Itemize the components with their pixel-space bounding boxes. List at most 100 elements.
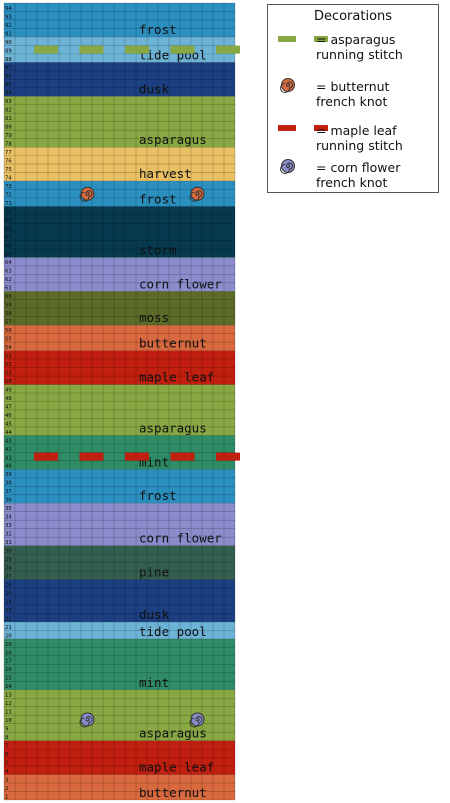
running-stitch-asparagus (125, 45, 149, 54)
legend-stitch-swatch (314, 36, 328, 42)
row-number: 38 (5, 481, 12, 487)
band-frost (4, 469, 235, 504)
row-number: 83 (5, 99, 12, 105)
row-number: 20 (5, 633, 12, 639)
row-number: 2 (5, 786, 8, 792)
band-label-harvest: harvest (139, 166, 192, 181)
row-number: 11 (5, 710, 12, 716)
row-number: 29 (5, 557, 12, 563)
row-number: 49 (5, 387, 12, 393)
row-number: 50 (5, 379, 12, 385)
row-number: 52 (5, 362, 12, 368)
band-label-butternut: butternut (139, 785, 207, 800)
running-stitch-maple-leaf (216, 452, 240, 461)
row-number: 87 (5, 65, 12, 71)
row-number: 14 (5, 684, 12, 690)
band-label-maple-leaf: maple leaf (139, 370, 214, 385)
row-number: 16 (5, 667, 12, 673)
running-stitch-maple-leaf (125, 452, 149, 461)
band-label-butternut: butternut (139, 336, 207, 351)
row-number: 63 (5, 269, 12, 275)
row-number: 43 (5, 438, 12, 444)
row-number: 84 (5, 91, 12, 97)
band-label-maple-leaf: maple leaf (139, 760, 214, 775)
legend-stitch-swatch (278, 125, 296, 131)
row-number: 60 (5, 294, 12, 300)
band-storm (4, 206, 235, 258)
row-number: 61 (5, 286, 12, 292)
row-number: 70 (5, 209, 12, 215)
row-number: 53 (5, 354, 12, 360)
row-number: 65 (5, 252, 12, 258)
row-number: 90 (5, 40, 12, 46)
row-number: 25 (5, 591, 12, 597)
row-number: 21 (5, 625, 12, 631)
row-number: 91 (5, 31, 12, 37)
band-label-asparagus: asparagus (139, 726, 207, 741)
legend-stitch-swatch (278, 36, 296, 42)
band-butternut (4, 325, 235, 351)
band-frost (4, 3, 235, 37)
row-number: 62 (5, 277, 12, 283)
row-number: 47 (5, 404, 12, 410)
row-number: 45 (5, 421, 12, 427)
row-number: 67 (5, 235, 12, 241)
row-number: 40 (5, 464, 12, 470)
decorations-legend: Decorations = asparagus running stitch =… (267, 4, 439, 193)
running-stitch-asparagus (216, 45, 240, 54)
running-stitch-maple-leaf (34, 452, 58, 461)
row-number: 5 (5, 760, 8, 766)
band-label-frost: frost (139, 488, 177, 503)
row-number: 10 (5, 718, 12, 724)
row-number: 51 (5, 370, 12, 376)
row-number: 41 (5, 455, 12, 461)
row-number: 82 (5, 108, 12, 114)
row-number: 57 (5, 320, 12, 326)
row-number: 73 (5, 184, 12, 190)
row-number: 48 (5, 396, 12, 402)
row-number: 89 (5, 48, 12, 54)
band-label-mint: mint (139, 675, 169, 690)
row-number: 26 (5, 582, 12, 588)
row-number: 1 (5, 794, 8, 800)
running-stitch-asparagus (79, 45, 104, 54)
row-number: 93 (5, 14, 12, 20)
legend-label-asparagus-stitch: = asparagus running stitch (316, 32, 403, 62)
row-number: 34 (5, 515, 12, 521)
row-number: 86 (5, 74, 12, 80)
row-number: 72 (5, 192, 12, 198)
legend-label-cornflower-knot: = corn flower french knot (316, 160, 401, 190)
row-number: 75 (5, 167, 12, 173)
french-knot-butternut (79, 186, 95, 202)
french-knot-corn-flower (79, 712, 95, 728)
legend-title: Decorations (313, 9, 393, 24)
band-tide-pool (4, 621, 235, 639)
running-stitch-maple-leaf (170, 452, 195, 461)
row-number: 12 (5, 701, 12, 707)
row-number: 76 (5, 158, 12, 164)
band-label-corn-flower: corn flower (139, 276, 222, 291)
row-number: 33 (5, 523, 12, 529)
row-number: 3 (5, 777, 8, 783)
row-number: 37 (5, 489, 12, 495)
row-number: 36 (5, 498, 12, 504)
band-moss (4, 291, 235, 326)
row-number: 8 (5, 735, 9, 741)
band-harvest (4, 147, 235, 182)
row-number: 85 (5, 82, 12, 88)
running-stitch-asparagus (170, 45, 195, 54)
row-number: 88 (5, 57, 12, 63)
band-label-dusk: dusk (139, 81, 170, 96)
row-number: 71 (5, 201, 12, 207)
legend-stitch-swatch (314, 125, 328, 131)
legend-knot-swatch (280, 159, 295, 174)
running-stitch-asparagus (34, 45, 58, 54)
band-label-frost: frost (139, 191, 177, 206)
row-number: 74 (5, 175, 12, 181)
band-pine (4, 545, 235, 580)
legend-swatches (278, 36, 328, 174)
row-number: 7 (5, 744, 8, 750)
row-number: 42 (5, 447, 12, 453)
french-knot-butternut (189, 186, 205, 202)
band-label-pine: pine (139, 565, 169, 580)
